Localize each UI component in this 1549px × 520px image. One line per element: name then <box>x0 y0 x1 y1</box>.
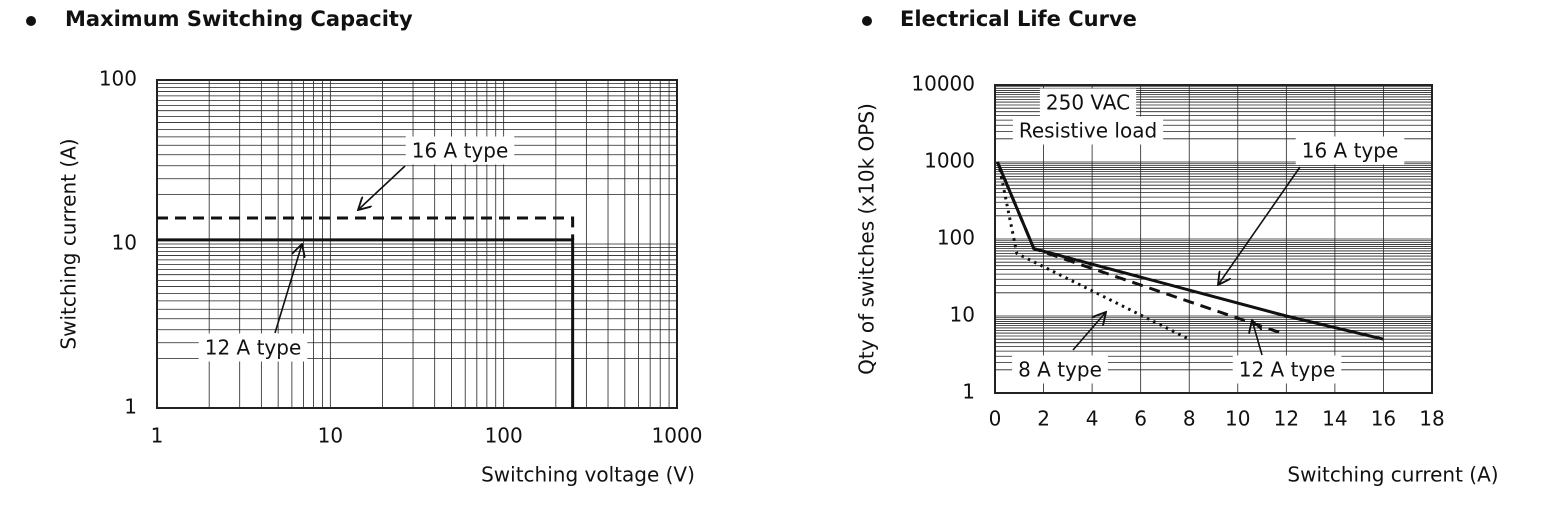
label-background <box>1039 88 1137 117</box>
label-background <box>1012 116 1164 145</box>
annotation-arrow <box>358 165 406 210</box>
y-tick-label: 1 <box>962 380 975 404</box>
label-background <box>1295 136 1405 165</box>
label-background <box>405 136 515 165</box>
y-axis-label: Switching current (A) <box>57 138 81 349</box>
chart-title: Maximum Switching Capacity <box>65 7 413 31</box>
bullet <box>862 16 872 26</box>
x-tick-label: 8 <box>1183 407 1196 431</box>
plot-frame <box>156 79 678 409</box>
label-background <box>1012 355 1108 384</box>
x-tick-label: 1 <box>151 424 164 448</box>
label-background <box>198 333 308 362</box>
annotation-arrow <box>1218 166 1301 285</box>
y-tick-label: 10000 <box>911 72 975 96</box>
y-axis-label: Qty of switches (x10k OPS) <box>855 103 879 375</box>
y-tick-label: 10 <box>112 231 137 255</box>
series-line <box>998 169 1190 341</box>
y-tick-label: 100 <box>99 67 137 91</box>
y-tick-label: 100 <box>937 226 975 250</box>
annotation-label: 12 A type <box>205 336 302 360</box>
series-line <box>157 216 575 240</box>
series-line <box>157 238 575 408</box>
series-line <box>996 161 1282 335</box>
annotation-label: 16 A type <box>412 139 509 163</box>
annotation-label: 16 A type <box>1302 139 1399 163</box>
annotation-arrow <box>1072 312 1106 351</box>
chart-title: Electrical Life Curve <box>900 7 1137 31</box>
y-tick-label: 1000 <box>924 149 975 173</box>
x-tick-label: 10 <box>1225 407 1250 431</box>
x-tick-label: 12 <box>1274 407 1299 431</box>
x-tick-label: 16 <box>1371 407 1396 431</box>
x-tick-label: 1000 <box>652 424 703 448</box>
x-tick-label: 18 <box>1419 407 1444 431</box>
x-tick-label: 6 <box>1134 407 1147 431</box>
x-tick-label: 100 <box>485 424 523 448</box>
bullet <box>26 16 36 26</box>
x-tick-label: 14 <box>1322 407 1347 431</box>
x-tick-label: 2 <box>1037 407 1050 431</box>
x-tick-label: 10 <box>318 424 343 448</box>
x-tick-label: 4 <box>1086 407 1099 431</box>
x-axis-label: Switching voltage (V) <box>481 463 695 487</box>
y-tick-label: 10 <box>950 303 975 327</box>
annotation-arrow <box>274 244 302 334</box>
label-background <box>1232 355 1342 384</box>
plot-frame <box>994 84 1433 394</box>
x-tick-label: 0 <box>989 407 1002 431</box>
annotation-label: 12 A type <box>1239 358 1336 382</box>
annotation-label: Resistive load <box>1019 119 1157 143</box>
y-tick-label: 1 <box>124 395 137 419</box>
annotation-arrow <box>1252 320 1263 356</box>
annotation-label: 8 A type <box>1018 358 1102 382</box>
x-axis-label: Switching current (A) <box>1287 463 1498 487</box>
annotation-label: 250 VAC <box>1046 91 1130 115</box>
